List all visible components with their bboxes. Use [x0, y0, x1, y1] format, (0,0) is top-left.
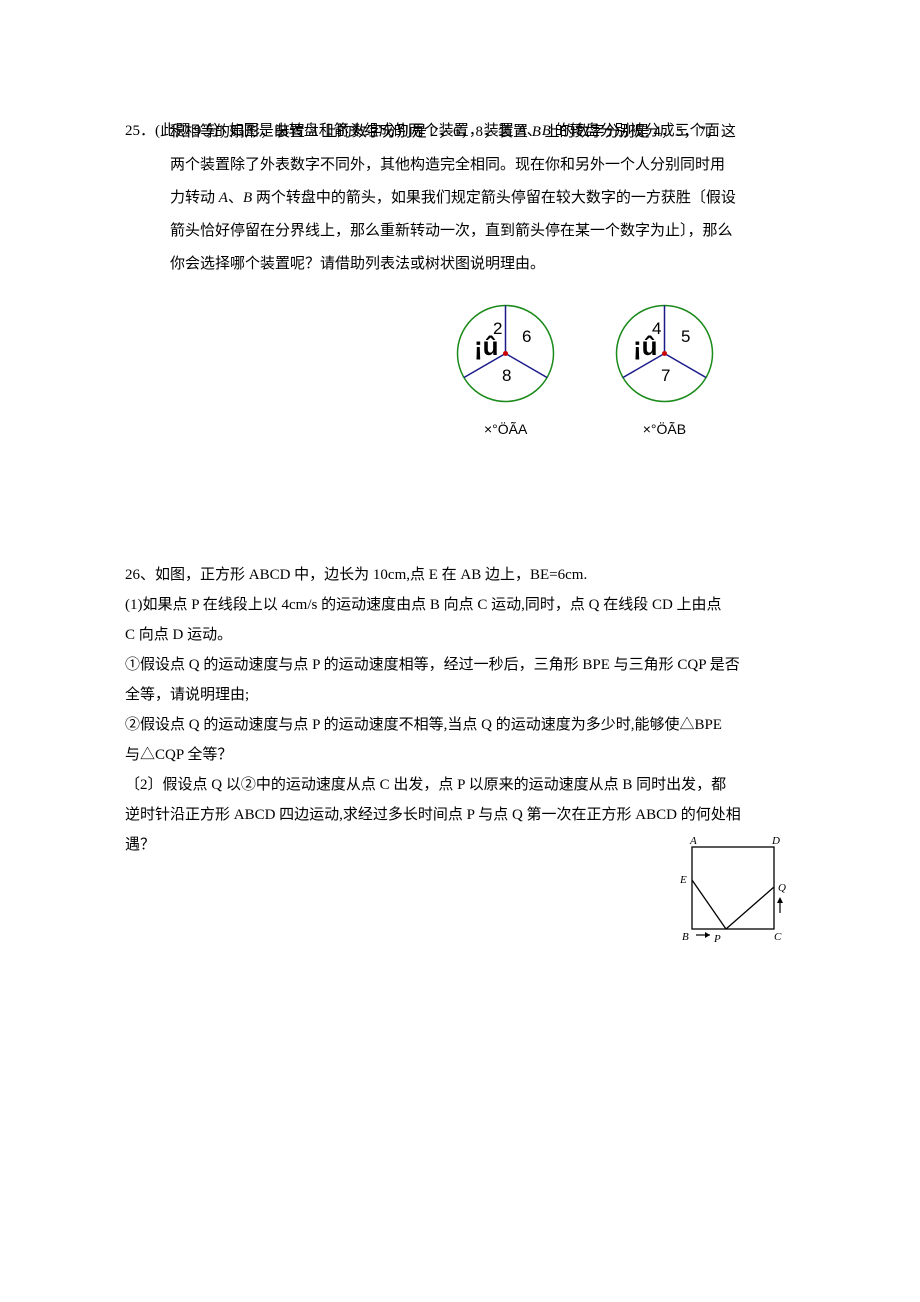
svg-text:A: A	[689, 835, 697, 847]
line: 两个装置除了外表数字不同外，其他构造完全相同。现在你和另外一个人分别同时用	[170, 149, 800, 182]
svg-text:E: E	[679, 874, 687, 886]
document-page: 25．(此题 9 分) 如图是由转盘和箭头组成的两个装置，装置 A、B 的转盘分…	[0, 0, 920, 1302]
problem-25: 25．(此题 9 分) 如图是由转盘和箭头组成的两个装置，装置 A、B 的转盘分…	[125, 115, 800, 445]
line: (1)如果点 P 在线段上以 4cm/s 的运动速度由点 B 向点 C 运动,同…	[125, 590, 800, 620]
svg-text:5: 5	[681, 327, 690, 346]
line: C 向点 D 运动。	[125, 620, 800, 650]
line: 〔2〕假设点 Q 以②中的运动速度从点 C 出发，点 P 以原来的运动速度从点 …	[125, 770, 800, 800]
line: 全等，请说明理由;	[125, 680, 800, 710]
svg-text:B: B	[682, 931, 689, 943]
problem-number: 25．	[125, 123, 155, 139]
problem-25-body: 积相等的扇形，装置 A 上的数字分别是 2，6，8，装置 B 上的数字分别是 4…	[125, 116, 800, 445]
svg-text:8: 8	[502, 366, 511, 385]
svg-text:¡û: ¡û	[474, 331, 499, 361]
problem-26: 26、如图，正方形 ABCD 中，边长为 10cm,点 E 在 AB 边上，BE…	[125, 560, 800, 953]
svg-text:6: 6	[522, 327, 531, 346]
spinners-row: 2 6 8 ¡û ×°ÖÃA 4 5	[370, 301, 800, 445]
line: 积相等的扇形，装置 A 上的数字分别是 2，6，8，装置 B 上的数字分别是 4…	[170, 116, 800, 149]
line: 与△CQP 全等？	[125, 740, 800, 770]
spinner-b-label: ×°ÖÃB	[612, 414, 717, 445]
svg-text:C: C	[774, 931, 782, 943]
line: ②假设点 Q 的运动速度与点 P 的运动速度不相等,当点 Q 的运动速度为多少时…	[125, 710, 800, 740]
spinner-a-block: 2 6 8 ¡û ×°ÖÃA	[453, 301, 558, 445]
line: 你会选择哪个装置呢？请借助列表法或树状图说明理由。	[170, 248, 800, 281]
spinner-b-block: 4 5 7 ¡û ×°ÖÃB	[612, 301, 717, 445]
svg-text:Q: Q	[778, 882, 786, 894]
line: 逆时针沿正方形 ABCD 四边运动,求经过多长时间点 P 与点 Q 第一次在正方…	[125, 800, 800, 830]
svg-text:¡û: ¡û	[633, 331, 658, 361]
line: 26、如图，正方形 ABCD 中，边长为 10cm,点 E 在 AB 边上，BE…	[125, 560, 800, 590]
svg-text:P: P	[713, 933, 721, 945]
line: 箭头恰好停留在分界线上，那么重新转动一次，直到箭头停在某一个数字为止〕，那么	[170, 215, 800, 248]
svg-text:D: D	[771, 835, 780, 847]
spinner-a-icon: 2 6 8 ¡û	[453, 301, 558, 406]
line: ①假设点 Q 的运动速度与点 P 的运动速度相等，经过一秒后，三角形 BPE 与…	[125, 650, 800, 680]
problem-26-figure: A D E Q B C P	[670, 835, 800, 953]
spinner-b-icon: 4 5 7 ¡û	[612, 301, 717, 406]
square-figure-icon: A D E Q B C P	[670, 835, 800, 953]
spinner-a-label: ×°ÖÃA	[453, 414, 558, 445]
line: 力转动 A、B 两个转盘中的箭头，如果我们规定箭头停留在较大数字的一方获胜〔假设	[170, 182, 800, 215]
svg-text:7: 7	[661, 366, 670, 385]
